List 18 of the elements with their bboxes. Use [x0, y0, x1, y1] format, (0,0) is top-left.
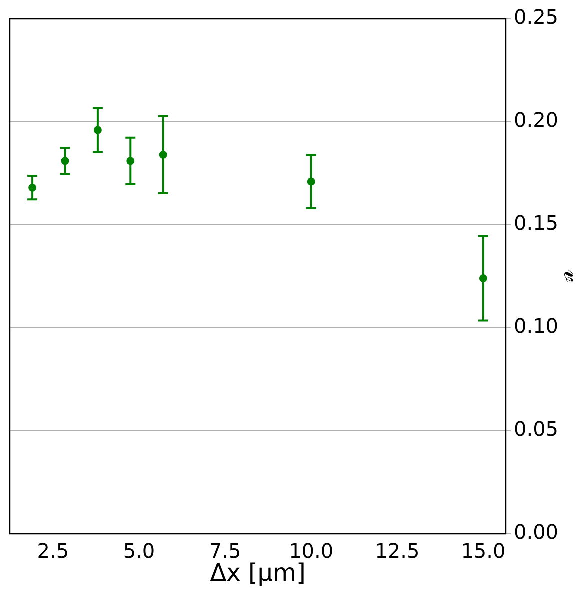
point: [159, 150, 168, 159]
point: [94, 126, 102, 134]
x-tick-label: 15.0: [461, 539, 506, 564]
x-tick-label: 2.5: [37, 539, 70, 564]
y-tick-label: 0.10: [514, 314, 559, 338]
point: [479, 274, 488, 283]
y-tick-label: 0.25: [514, 5, 559, 30]
point: [307, 178, 316, 186]
point: [61, 157, 70, 166]
point: [28, 184, 37, 192]
point: [126, 157, 135, 166]
x-tick-label: 5.0: [123, 539, 156, 564]
y-tick-label: 0.20: [514, 108, 559, 132]
x-tick-label: 12.5: [375, 539, 420, 564]
y-tick-label: 0.15: [514, 211, 559, 236]
y-tick-label: 0.00: [514, 520, 559, 544]
y-tick-label: 0.05: [514, 417, 559, 442]
y-axis-title: 𝓋: [558, 270, 587, 283]
